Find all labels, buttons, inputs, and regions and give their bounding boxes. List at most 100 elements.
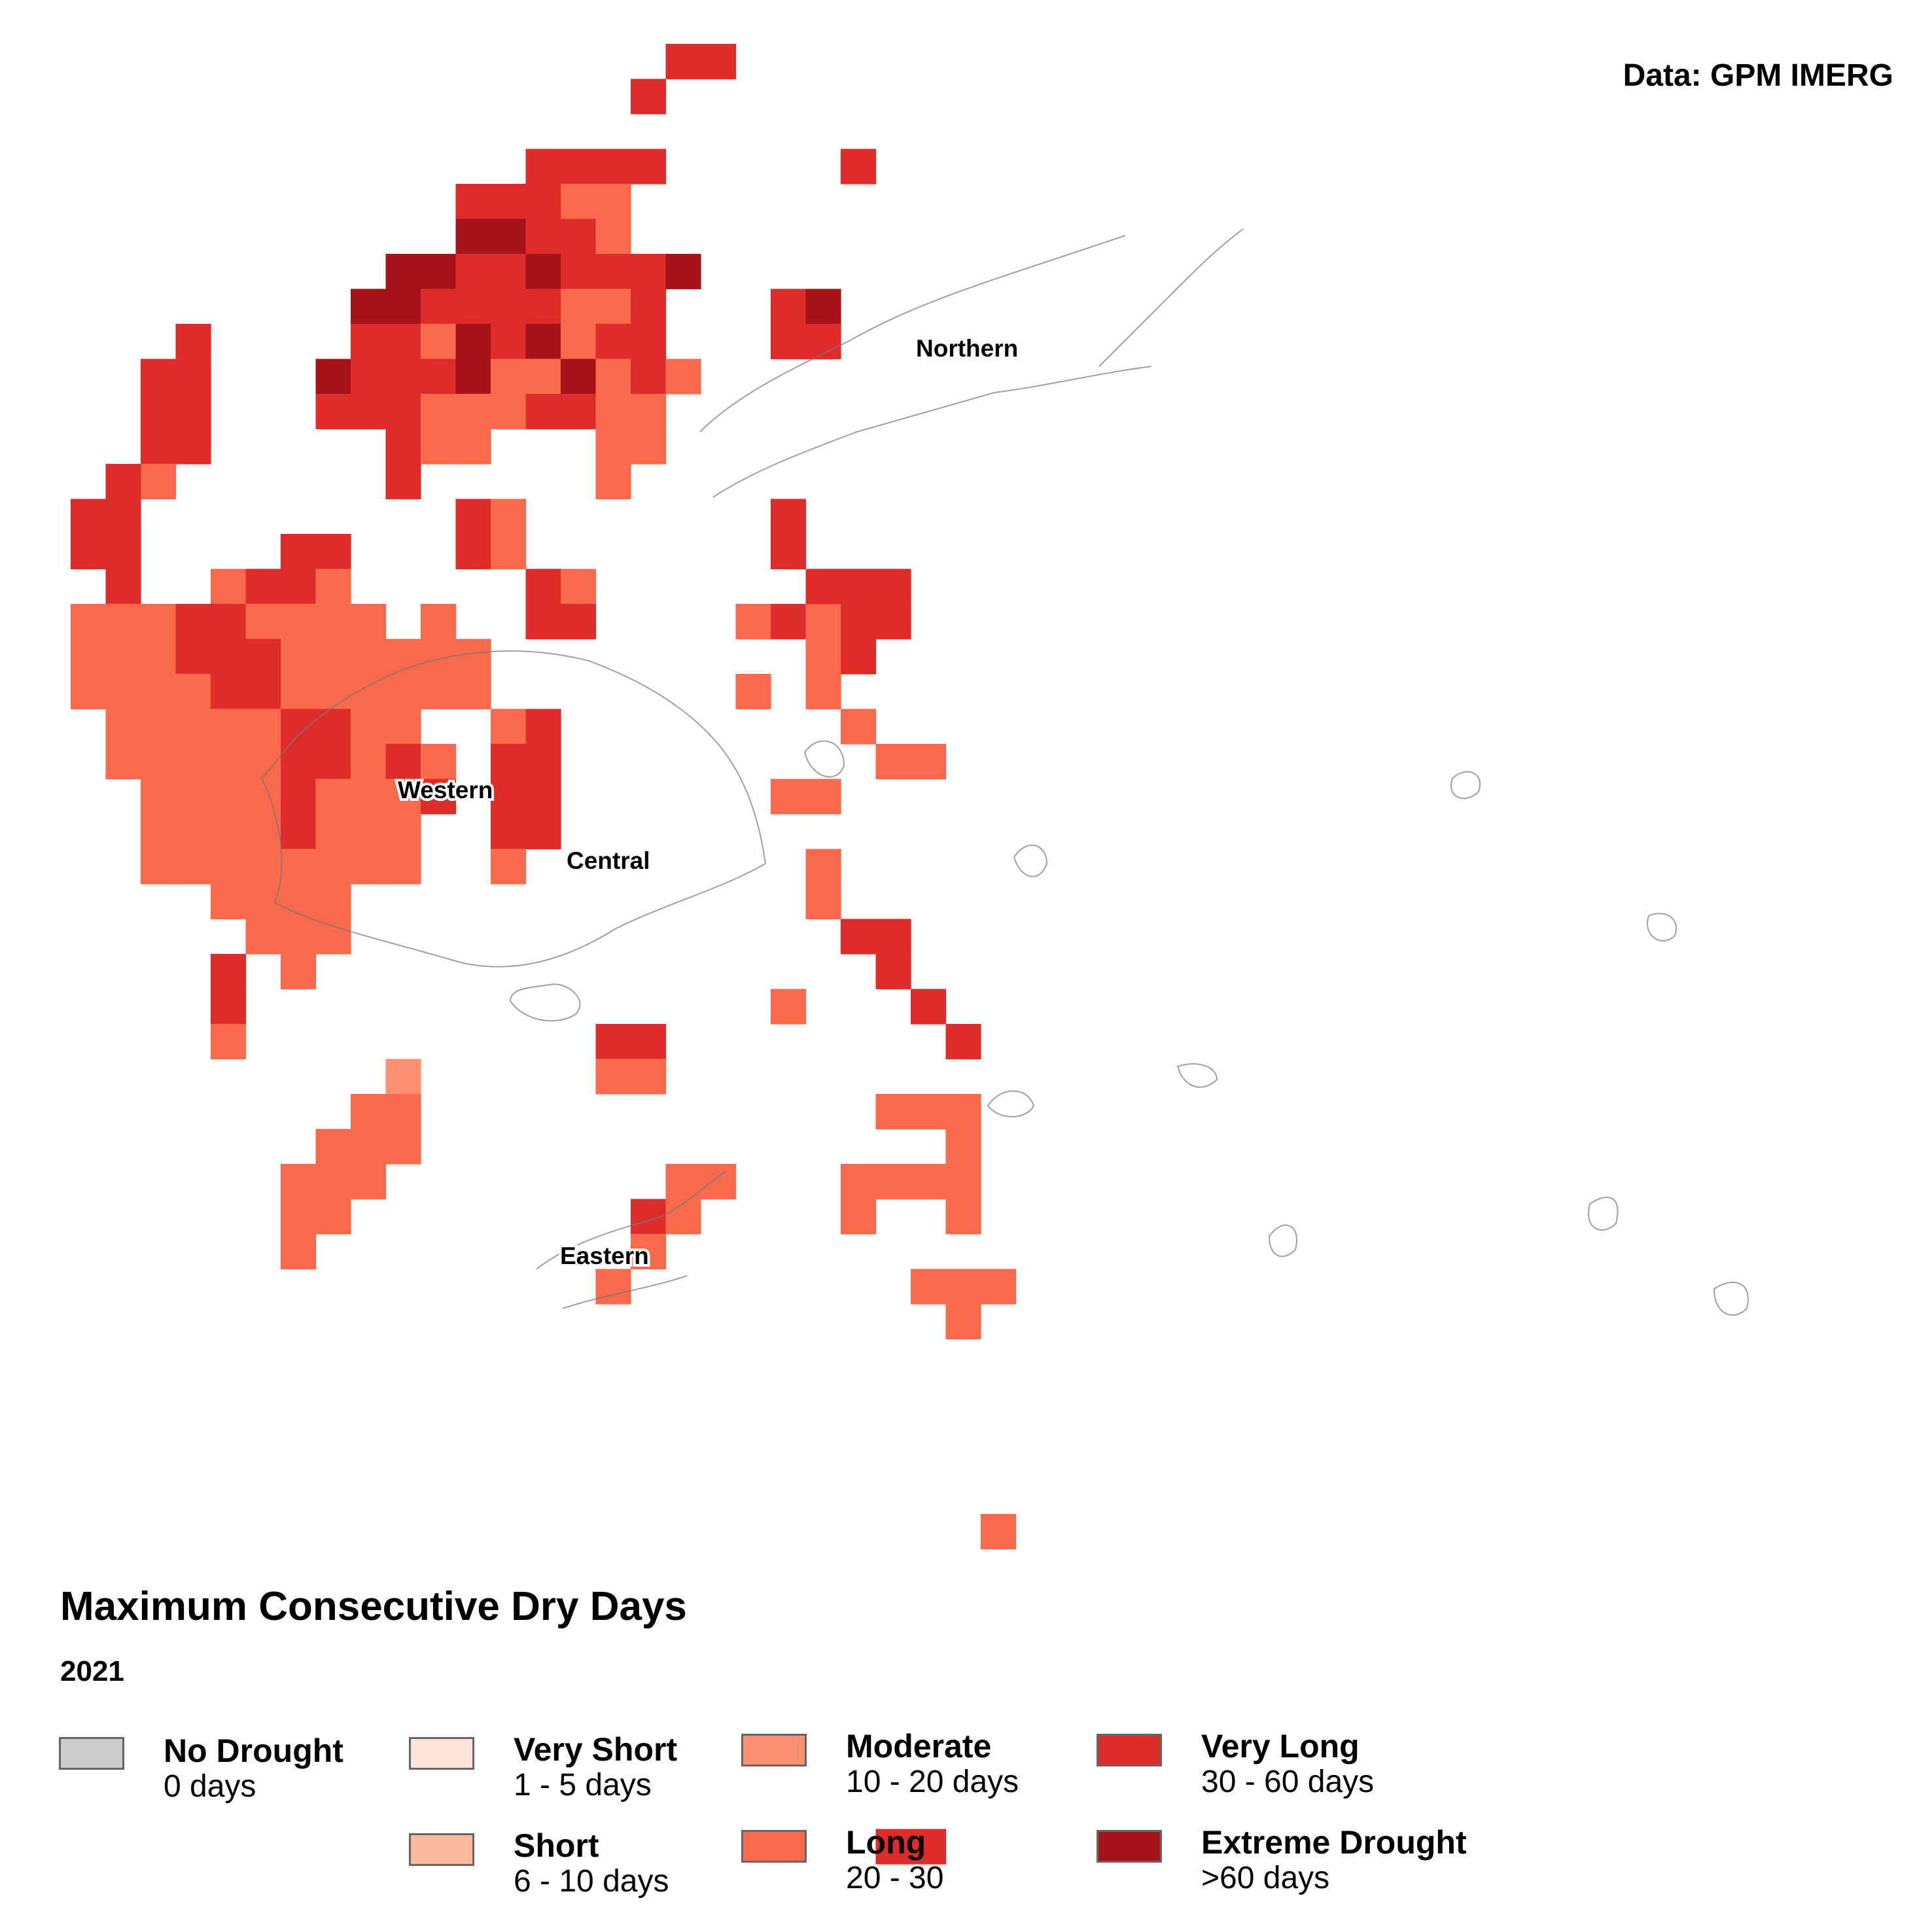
grid-cell (315, 394, 351, 430)
grid-cell (805, 779, 841, 815)
grid-cell (561, 604, 597, 640)
grid-cell (491, 779, 527, 815)
grid-cell (141, 849, 177, 885)
grid-cell (351, 394, 387, 430)
grid-cell (841, 1164, 877, 1200)
legend-swatch (741, 1734, 807, 1766)
grid-cell (141, 639, 177, 675)
grid-cell (455, 639, 491, 675)
grid-cell (561, 219, 597, 255)
grid-cell (315, 814, 351, 850)
grid-cell (455, 429, 491, 465)
grid-cell (875, 954, 911, 990)
grid-cell (141, 674, 177, 710)
grid-cell (175, 359, 211, 395)
grid-cell (665, 254, 701, 290)
legend-label: No Drought (164, 1732, 343, 1769)
grid-cell (631, 1059, 667, 1095)
grid-cell (351, 359, 387, 395)
grid-cell (105, 709, 141, 745)
grid-cell (911, 1269, 947, 1305)
grid-cell (281, 534, 317, 570)
grid-cell (385, 639, 421, 675)
grid-cell (385, 709, 421, 745)
grid-cell (421, 254, 457, 290)
grid-cell (561, 569, 597, 605)
legend-range: 0 days (164, 1769, 256, 1804)
grid-cell (175, 324, 211, 360)
grid-cell (805, 289, 841, 325)
grid-cell (315, 359, 351, 395)
grid-cell (351, 814, 387, 850)
grid-cell (805, 604, 841, 640)
grid-cell (665, 44, 701, 80)
grid-cell (491, 289, 527, 325)
grid-cells (71, 44, 1017, 1865)
grid-cell (911, 1094, 947, 1130)
grid-cell (701, 1164, 737, 1200)
grid-cell (105, 639, 141, 675)
grid-cell (175, 639, 211, 675)
grid-cell (525, 744, 561, 780)
grid-cell (595, 219, 631, 255)
grid-cell (351, 639, 387, 675)
grid-cell (351, 324, 387, 360)
grid-cell (631, 1234, 667, 1270)
grid-cell (595, 1269, 631, 1305)
grid-cell (945, 1164, 981, 1200)
grid-cell (631, 324, 667, 360)
grid-cell (385, 464, 421, 500)
grid-cell (665, 1164, 701, 1200)
grid-cell (455, 219, 491, 255)
grid-cell (281, 604, 317, 640)
grid-cell (771, 289, 807, 325)
grid-cell (805, 639, 841, 675)
legend-label: Long (846, 1824, 926, 1861)
grid-cell (71, 499, 107, 535)
grid-cell (595, 184, 631, 220)
grid-cell (175, 604, 211, 640)
legend-swatch (741, 1830, 807, 1863)
region-label-eastern: Eastern (560, 1242, 649, 1269)
grid-cell (525, 254, 561, 290)
legend-range: 20 - 30 (846, 1861, 944, 1895)
grid-cell (315, 884, 351, 920)
grid-cell (595, 254, 631, 290)
grid-cell (281, 674, 317, 710)
legend-swatch (1097, 1830, 1162, 1863)
legend-label: Very Short (514, 1731, 678, 1768)
grid-cell (211, 849, 247, 885)
grid-cell (105, 499, 141, 535)
grid-cell (421, 394, 457, 430)
grid-cell (385, 1129, 421, 1165)
grid-cell (211, 744, 247, 780)
grid-cell (525, 394, 561, 430)
grid-cell (105, 744, 141, 780)
grid-cell (245, 919, 281, 955)
grid-cell (385, 394, 421, 430)
grid-cell (281, 709, 317, 745)
grid-cell (315, 849, 351, 885)
grid-cell (595, 464, 631, 500)
grid-cell (71, 639, 107, 675)
grid-cell (211, 1024, 247, 1060)
grid-cell (281, 1234, 317, 1270)
grid-cell (315, 779, 351, 815)
grid-cell (491, 184, 527, 220)
grid-cell (455, 184, 491, 220)
grid-cell (315, 534, 351, 570)
grid-cell (141, 359, 177, 395)
grid-cell (211, 674, 247, 710)
grid-cell (175, 849, 211, 885)
grid-cell (561, 359, 597, 395)
grid-cell (245, 814, 281, 850)
region-labels: Northern Western Central Eastern (395, 332, 1021, 1272)
grid-cell (141, 429, 177, 465)
grid-cell (141, 394, 177, 430)
grid-cell (631, 359, 667, 395)
grid-cell (735, 674, 771, 710)
grid-cell (771, 989, 807, 1025)
grid-cell (141, 709, 177, 745)
grid-cell (561, 394, 597, 430)
grid-cell (631, 254, 667, 290)
